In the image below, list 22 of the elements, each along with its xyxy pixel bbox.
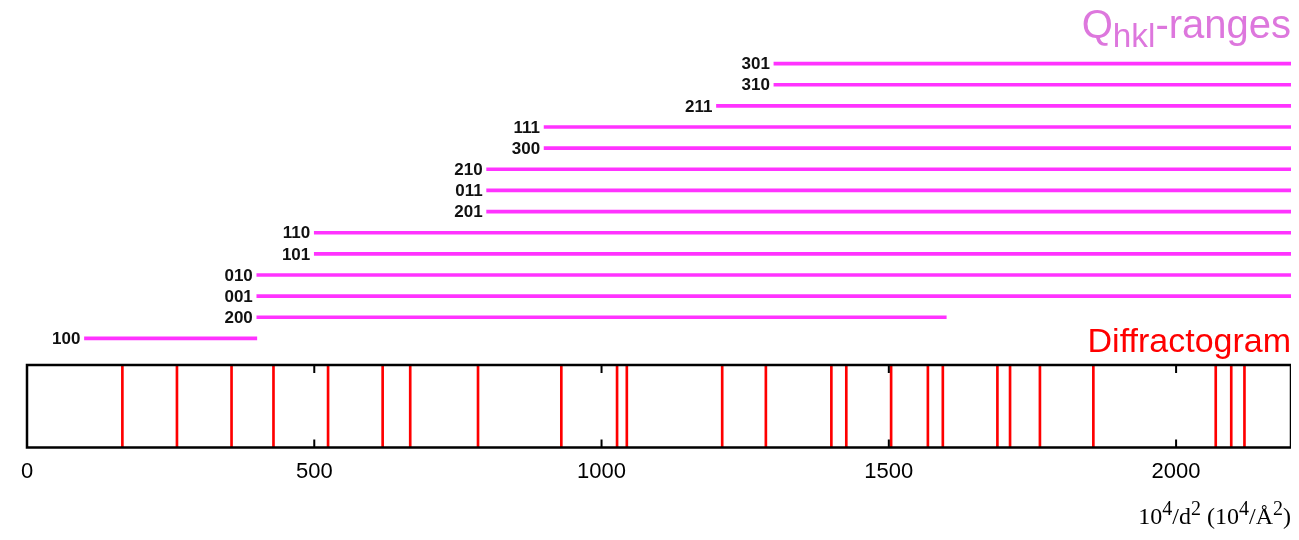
x-tick-label: 500 (295, 457, 333, 483)
text: 10$^{4}$/d$^{2}$ (10$^{4}$/Å$^{2}$) (1138, 497, 1291, 530)
x-tick-label: 1000 (577, 457, 627, 483)
x-tick-label: 1500 (864, 457, 914, 483)
chart-title: Diffractogram (1087, 321, 1291, 359)
y-tick-label: 301 (741, 54, 770, 74)
y-tick-label: 201 (454, 202, 483, 222)
y-tick-label: 110 (282, 223, 311, 243)
y-tick-label: 001 (224, 286, 253, 306)
y-tick-label: 210 (454, 159, 483, 179)
y-tick-label: 310 (741, 75, 770, 95)
x-tick-label: 2000 (1151, 457, 1201, 483)
y-tick-label: 200 (224, 307, 253, 327)
y-tick-label: 010 (224, 265, 253, 285)
chart-title: Q$_{hkl}$-ranges (1081, 2, 1291, 54)
x-tick-label: 0 (20, 457, 34, 483)
y-tick-label: 011 (455, 181, 483, 201)
y-tick-label: 100 (52, 329, 81, 349)
y-tick-label: 300 (511, 138, 541, 158)
y-tick-label: 211 (685, 96, 713, 116)
y-tick-label: 111 (513, 117, 541, 137)
y-tick-label: 101 (281, 244, 311, 264)
